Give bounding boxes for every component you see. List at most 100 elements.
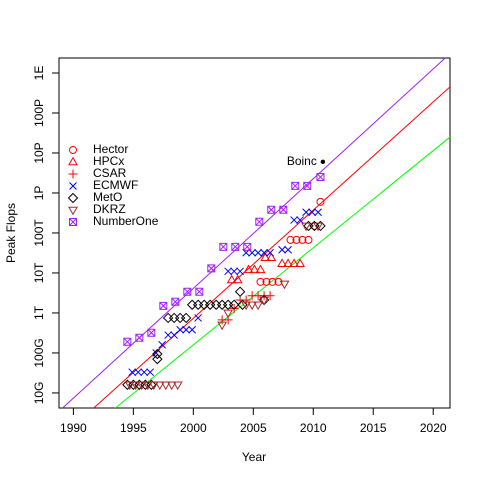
x-tick-label: 1990 bbox=[60, 421, 87, 435]
point bbox=[316, 197, 325, 206]
point bbox=[253, 301, 264, 311]
point bbox=[148, 381, 159, 391]
point bbox=[267, 205, 276, 214]
point bbox=[274, 277, 283, 286]
point bbox=[266, 248, 274, 257]
point bbox=[180, 312, 192, 324]
legend-label: MetO bbox=[93, 190, 122, 204]
point bbox=[313, 222, 324, 232]
legend-symbol bbox=[68, 169, 78, 179]
point bbox=[147, 328, 156, 337]
x-axis-title: Year bbox=[242, 450, 266, 464]
legend-symbol bbox=[68, 156, 78, 166]
point bbox=[243, 264, 254, 274]
point bbox=[310, 221, 319, 230]
point bbox=[166, 381, 177, 391]
x-tick-label: 2010 bbox=[300, 421, 327, 435]
y-tick-label: 1P bbox=[32, 186, 46, 201]
point bbox=[228, 299, 240, 310]
point bbox=[186, 299, 198, 310]
x-tick-label: 2020 bbox=[420, 421, 447, 435]
trend-line bbox=[93, 86, 450, 408]
point bbox=[231, 242, 240, 251]
point bbox=[298, 235, 307, 244]
legend-symbol bbox=[69, 218, 77, 226]
y-axis-title: Peak Flops bbox=[4, 203, 18, 263]
point bbox=[146, 379, 157, 390]
point bbox=[283, 258, 294, 268]
point bbox=[136, 381, 147, 391]
point bbox=[172, 381, 183, 391]
point bbox=[159, 301, 168, 310]
point bbox=[296, 216, 304, 224]
point bbox=[279, 280, 290, 290]
plot-area bbox=[62, 58, 450, 408]
point bbox=[164, 331, 172, 339]
point bbox=[210, 299, 222, 310]
legend-label: ECMWF bbox=[93, 178, 138, 192]
point bbox=[241, 301, 252, 311]
point bbox=[255, 264, 266, 274]
point bbox=[219, 242, 228, 251]
point bbox=[277, 258, 288, 268]
point bbox=[192, 299, 204, 310]
y-tick-label: 100P bbox=[32, 99, 46, 127]
legend-symbol bbox=[69, 182, 77, 190]
point bbox=[260, 248, 268, 257]
point bbox=[154, 381, 165, 391]
point bbox=[301, 222, 312, 232]
point bbox=[290, 216, 298, 224]
point bbox=[262, 277, 271, 286]
x-tick-label: 2005 bbox=[240, 421, 267, 435]
y-tick-label: 10P bbox=[32, 142, 46, 163]
point bbox=[152, 353, 163, 365]
point bbox=[123, 337, 132, 346]
point bbox=[265, 291, 275, 301]
point bbox=[183, 287, 192, 296]
point bbox=[226, 274, 237, 284]
point bbox=[291, 181, 300, 190]
point bbox=[259, 296, 270, 306]
point bbox=[158, 340, 167, 349]
point bbox=[316, 173, 325, 182]
point bbox=[303, 181, 312, 190]
point bbox=[304, 235, 313, 244]
point bbox=[130, 381, 141, 391]
point bbox=[230, 267, 238, 276]
point bbox=[315, 220, 326, 232]
x-tick-label: 2015 bbox=[360, 421, 387, 435]
point bbox=[182, 325, 190, 334]
point bbox=[302, 208, 310, 217]
point bbox=[292, 235, 301, 244]
legend-label: DKRZ bbox=[93, 202, 126, 216]
point bbox=[160, 381, 171, 391]
point bbox=[140, 368, 149, 377]
point bbox=[174, 312, 186, 324]
point bbox=[289, 258, 300, 268]
point bbox=[195, 287, 204, 296]
legend-symbol bbox=[68, 206, 78, 216]
point bbox=[128, 368, 137, 377]
point bbox=[134, 368, 143, 377]
point bbox=[146, 368, 155, 377]
point bbox=[204, 299, 216, 310]
point bbox=[255, 217, 264, 226]
point bbox=[243, 242, 252, 251]
legend-label: CSAR bbox=[93, 166, 127, 180]
point bbox=[135, 333, 144, 342]
point bbox=[260, 252, 271, 262]
y-tick-label: 10G bbox=[32, 382, 46, 405]
x-tick-label: 1995 bbox=[120, 421, 147, 435]
point bbox=[308, 208, 316, 217]
labeled-point bbox=[320, 159, 326, 165]
point bbox=[247, 301, 258, 311]
point bbox=[194, 314, 202, 322]
point bbox=[254, 248, 262, 257]
point bbox=[124, 381, 135, 391]
y-tick-label: 1T bbox=[32, 305, 46, 320]
point bbox=[256, 277, 265, 286]
point bbox=[249, 264, 260, 274]
point bbox=[295, 258, 306, 268]
y-tick-label: 100G bbox=[32, 338, 46, 367]
